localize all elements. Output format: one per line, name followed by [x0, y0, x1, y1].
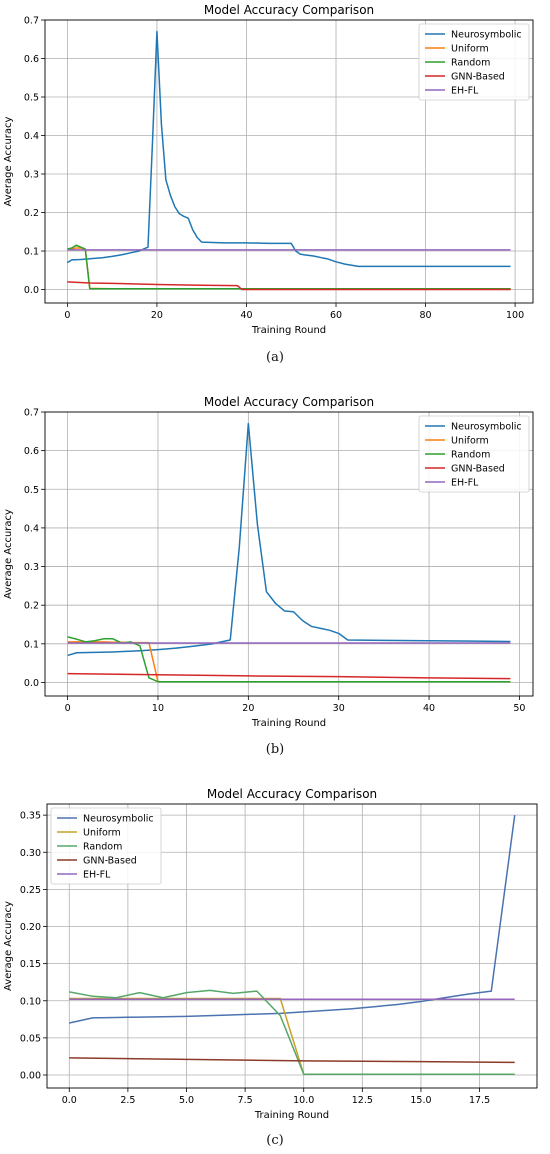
- x-tick-label: 10: [152, 703, 164, 714]
- y-tick-label: 0.2: [24, 601, 39, 612]
- x-tick-label: 2.5: [120, 1095, 135, 1106]
- x-tick-label: 17.5: [469, 1095, 490, 1106]
- legend-label: Random: [83, 842, 122, 853]
- y-tick-label: 0.1: [24, 247, 39, 258]
- y-axis-label: Average Accuracy: [3, 509, 14, 599]
- series-line-gnn-based: [67, 281, 511, 291]
- y-axis-label: Average Accuracy: [3, 116, 14, 206]
- series-line-neurosymbolic: [67, 30, 511, 268]
- y-tick-label: 0.3: [24, 170, 39, 181]
- x-tick-label: 40: [423, 703, 435, 714]
- x-tick-label: 5.0: [179, 1095, 194, 1106]
- y-tick-label: 0.20: [20, 922, 41, 933]
- legend-box: [418, 415, 530, 493]
- plot-frame: [44, 19, 534, 304]
- x-axis-label: Training Round: [251, 718, 326, 729]
- x-tick-label: 12.5: [352, 1095, 373, 1106]
- y-tick-label: 0.10: [20, 996, 41, 1007]
- y-tick-label: 0.2: [24, 208, 39, 219]
- chart-title: Model Accuracy Comparison: [207, 787, 377, 801]
- x-axis-label: Training Round: [251, 325, 326, 336]
- x-tick-label: 30: [333, 703, 345, 714]
- chart-panel-a: 0 20 40 60 80 100 0.0 0.1 0.2 0.3 0.4 0.5 0.6 0.7 Mode…: [0, 0, 550, 390]
- x-tick-label: 20: [151, 310, 163, 321]
- y-tick-label: 0.0: [24, 285, 39, 296]
- legend-label: EH-FL: [451, 86, 479, 97]
- y-tick-label: 0.35: [20, 811, 41, 822]
- plot-frame: [44, 411, 534, 697]
- x-tick-label: 7.5: [238, 1095, 253, 1106]
- chart-b: 0 10 20 30 40 50 0.0 0.1 0.2 0.3 0.4 0.5 0.6 0.7 Model…: [3, 395, 534, 729]
- series-line-random: [67, 244, 511, 290]
- caption-b: (b): [265, 742, 285, 757]
- x-tick-label: 60: [330, 310, 342, 321]
- series-line-gnn-based: [67, 672, 511, 680]
- y-tick-label: 0.5: [24, 93, 39, 104]
- y-tick-label: 0.3: [24, 562, 39, 573]
- x-tick-label: 100: [506, 310, 524, 321]
- x-tick-label: 20: [242, 703, 254, 714]
- y-tick-label: 0.05: [20, 1033, 41, 1044]
- y-tick-label: 0.4: [24, 131, 39, 142]
- x-axis-label: Training Round: [254, 1110, 329, 1121]
- x-tick-label: 80: [420, 310, 432, 321]
- y-tick-label: 0.6: [24, 54, 39, 65]
- x-tick-label: 10.0: [293, 1095, 314, 1106]
- x-tick-label: 0: [65, 703, 71, 714]
- x-tick-label: 0.0: [62, 1095, 77, 1106]
- series-line-gnn-based: [69, 1057, 515, 1064]
- series-line-random: [67, 636, 511, 683]
- y-tick-label: 0.00: [20, 1071, 41, 1082]
- legend-label: Uniform: [451, 436, 489, 447]
- legend-label: Uniform: [83, 828, 121, 839]
- y-tick-label: 0.15: [20, 959, 41, 970]
- chart-a: 0 20 40 60 80 100 0.0 0.1 0.2 0.3 0.4 0.5 0.6 0.7 Mode…: [3, 3, 534, 336]
- legend-label: Random: [451, 450, 490, 461]
- caption-a: (a): [266, 350, 284, 365]
- y-tick-label: 0.1: [24, 639, 39, 650]
- y-tick-label: 0.0: [24, 678, 39, 689]
- chart-title: Model Accuracy Comparison: [204, 395, 374, 409]
- y-tick-label: 0.4: [24, 523, 39, 534]
- y-tick-label: 0.5: [24, 485, 39, 496]
- x-tick-label: 50: [513, 703, 525, 714]
- x-tick-label: 15.0: [410, 1095, 431, 1106]
- series-line-random: [69, 989, 515, 1076]
- y-tick-label: 0.30: [20, 848, 41, 859]
- legend-label: GNN-Based: [451, 72, 505, 83]
- legend-label: GNN-Based: [451, 464, 505, 475]
- x-tick-label: 40: [240, 310, 252, 321]
- legend-box: [50, 807, 162, 885]
- chart-title: Model Accuracy Comparison: [204, 3, 374, 17]
- legend-label: Uniform: [451, 44, 489, 55]
- legend-label: Neurosymbolic: [83, 814, 154, 825]
- legend-label: Neurosymbolic: [451, 30, 522, 41]
- x-tick-label: 0: [64, 310, 70, 321]
- series-line-neurosymbolic: [69, 815, 516, 1024]
- y-tick-label: 0.25: [20, 885, 41, 896]
- legend-label: GNN-Based: [83, 856, 137, 867]
- legend-label: Neurosymbolic: [451, 422, 522, 433]
- y-tick-label: 0.7: [24, 408, 39, 419]
- legend-label: Random: [451, 58, 490, 69]
- legend-label: EH-FL: [83, 870, 111, 881]
- chart-panel-c: 0.0 2.5 5.0 7.5 10.0 12.5 15.0 17.5 0.00 0.05 0.10…: [0, 783, 550, 1154]
- chart-c: 0.0 2.5 5.0 7.5 10.0 12.5 15.0 17.5 0.00 0.05 0.10…: [3, 787, 538, 1121]
- legend-label: EH-FL: [451, 478, 479, 489]
- y-tick-label: 0.6: [24, 446, 39, 457]
- chart-panel-b: 0 10 20 30 40 50 0.0 0.1 0.2 0.3 0.4 0.5 0.6 0.7 Model…: [0, 392, 550, 782]
- caption-c: (c): [266, 1133, 284, 1148]
- y-tick-label: 0.7: [24, 16, 39, 27]
- series-line-neurosymbolic: [67, 422, 511, 657]
- legend-box: [418, 23, 530, 101]
- y-axis-label: Average Accuracy: [3, 901, 14, 991]
- plot-frame: [46, 803, 538, 1089]
